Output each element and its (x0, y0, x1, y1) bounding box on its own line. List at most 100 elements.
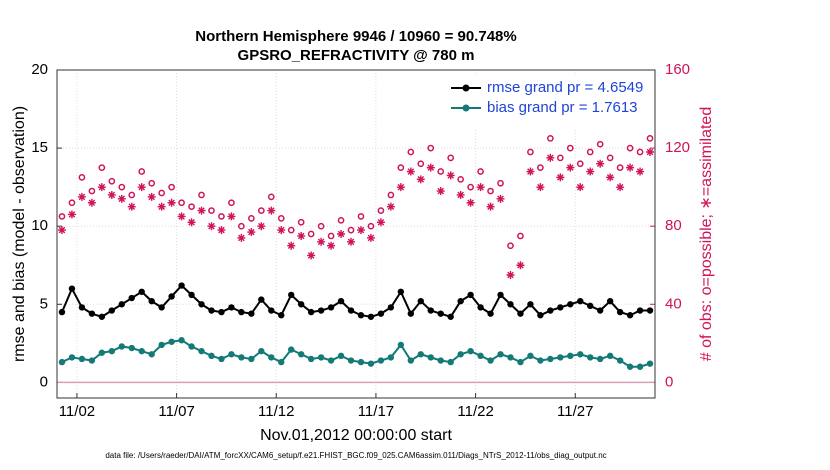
point (78, 174, 86, 181)
point (138, 288, 145, 295)
point (587, 354, 594, 361)
point (566, 163, 575, 172)
point (218, 355, 225, 363)
point (616, 308, 624, 316)
point (487, 357, 494, 364)
point (636, 167, 645, 176)
point (287, 226, 295, 234)
point (168, 293, 175, 300)
point (556, 154, 564, 162)
point (148, 297, 155, 305)
point (178, 282, 185, 289)
point (606, 297, 614, 305)
point (437, 310, 444, 317)
y-tick-label: 15 (31, 139, 48, 156)
point (247, 228, 256, 237)
y-axis-label: rmse and bias (model - observation) (11, 106, 28, 362)
point (457, 351, 464, 358)
point (567, 352, 574, 360)
point (427, 144, 435, 152)
point (527, 301, 534, 308)
point (327, 304, 335, 311)
point (387, 304, 395, 311)
point (248, 355, 255, 363)
point (238, 222, 245, 230)
point (436, 187, 445, 196)
point (297, 231, 306, 240)
point (98, 164, 106, 171)
point (58, 213, 66, 220)
point (556, 173, 565, 182)
legend-label: bias grand pr = 1.7613 (487, 99, 638, 116)
point (417, 297, 424, 305)
point (616, 164, 624, 171)
point (287, 241, 296, 250)
chart-subtitle: GPSRO_REFRACTIVITY @ 780 m (238, 47, 475, 64)
point (218, 213, 225, 220)
point (258, 296, 265, 303)
legend-box (446, 74, 653, 130)
y-tick-label: 20 (31, 61, 48, 78)
point (58, 308, 66, 316)
point (347, 307, 355, 314)
legend-marker (462, 84, 470, 92)
point (88, 357, 96, 364)
point (626, 144, 634, 152)
point (277, 215, 285, 222)
point (158, 341, 165, 349)
chart-title: Northern Hemisphere 9946 / 10960 = 90.74… (195, 28, 516, 45)
point (268, 354, 275, 361)
x-tick-label: 11/22 (457, 403, 493, 420)
point (567, 301, 574, 308)
footnote: data file: /Users/raeder/DAI/ATM_forcXX/… (105, 451, 606, 460)
point (397, 164, 405, 171)
point (486, 202, 495, 211)
y2-tick-label: 40 (665, 295, 682, 312)
point (337, 230, 346, 238)
point (197, 206, 206, 215)
point (217, 226, 226, 235)
point (407, 357, 415, 364)
point (88, 310, 96, 317)
point (487, 310, 494, 317)
point (68, 354, 76, 361)
point (497, 291, 504, 299)
point (396, 183, 405, 192)
point (178, 337, 185, 344)
point (636, 363, 644, 370)
point (118, 183, 126, 191)
point (198, 301, 205, 308)
point (547, 134, 554, 142)
point (557, 354, 564, 361)
point (248, 310, 255, 317)
point (536, 183, 545, 192)
point (387, 354, 395, 361)
point (456, 190, 465, 199)
point (537, 312, 544, 319)
point (68, 285, 76, 292)
point (547, 355, 554, 363)
point (487, 187, 494, 195)
point (507, 242, 514, 250)
point (188, 291, 195, 299)
point (507, 301, 514, 308)
point (97, 183, 106, 192)
point (547, 307, 554, 314)
y2-tick-label: 160 (665, 61, 690, 78)
point (387, 191, 395, 199)
point (317, 307, 325, 314)
point (606, 173, 615, 182)
point (297, 351, 305, 358)
y2-tick-label: 120 (665, 139, 690, 156)
point (257, 222, 266, 231)
point (137, 183, 146, 192)
point (566, 144, 574, 152)
point (646, 134, 654, 142)
x-tick-label: 11/17 (358, 403, 394, 420)
point (497, 179, 504, 187)
y-tick-label: 0 (40, 373, 48, 390)
point (327, 357, 335, 364)
point (327, 241, 336, 250)
point (108, 307, 116, 314)
point (616, 183, 625, 192)
